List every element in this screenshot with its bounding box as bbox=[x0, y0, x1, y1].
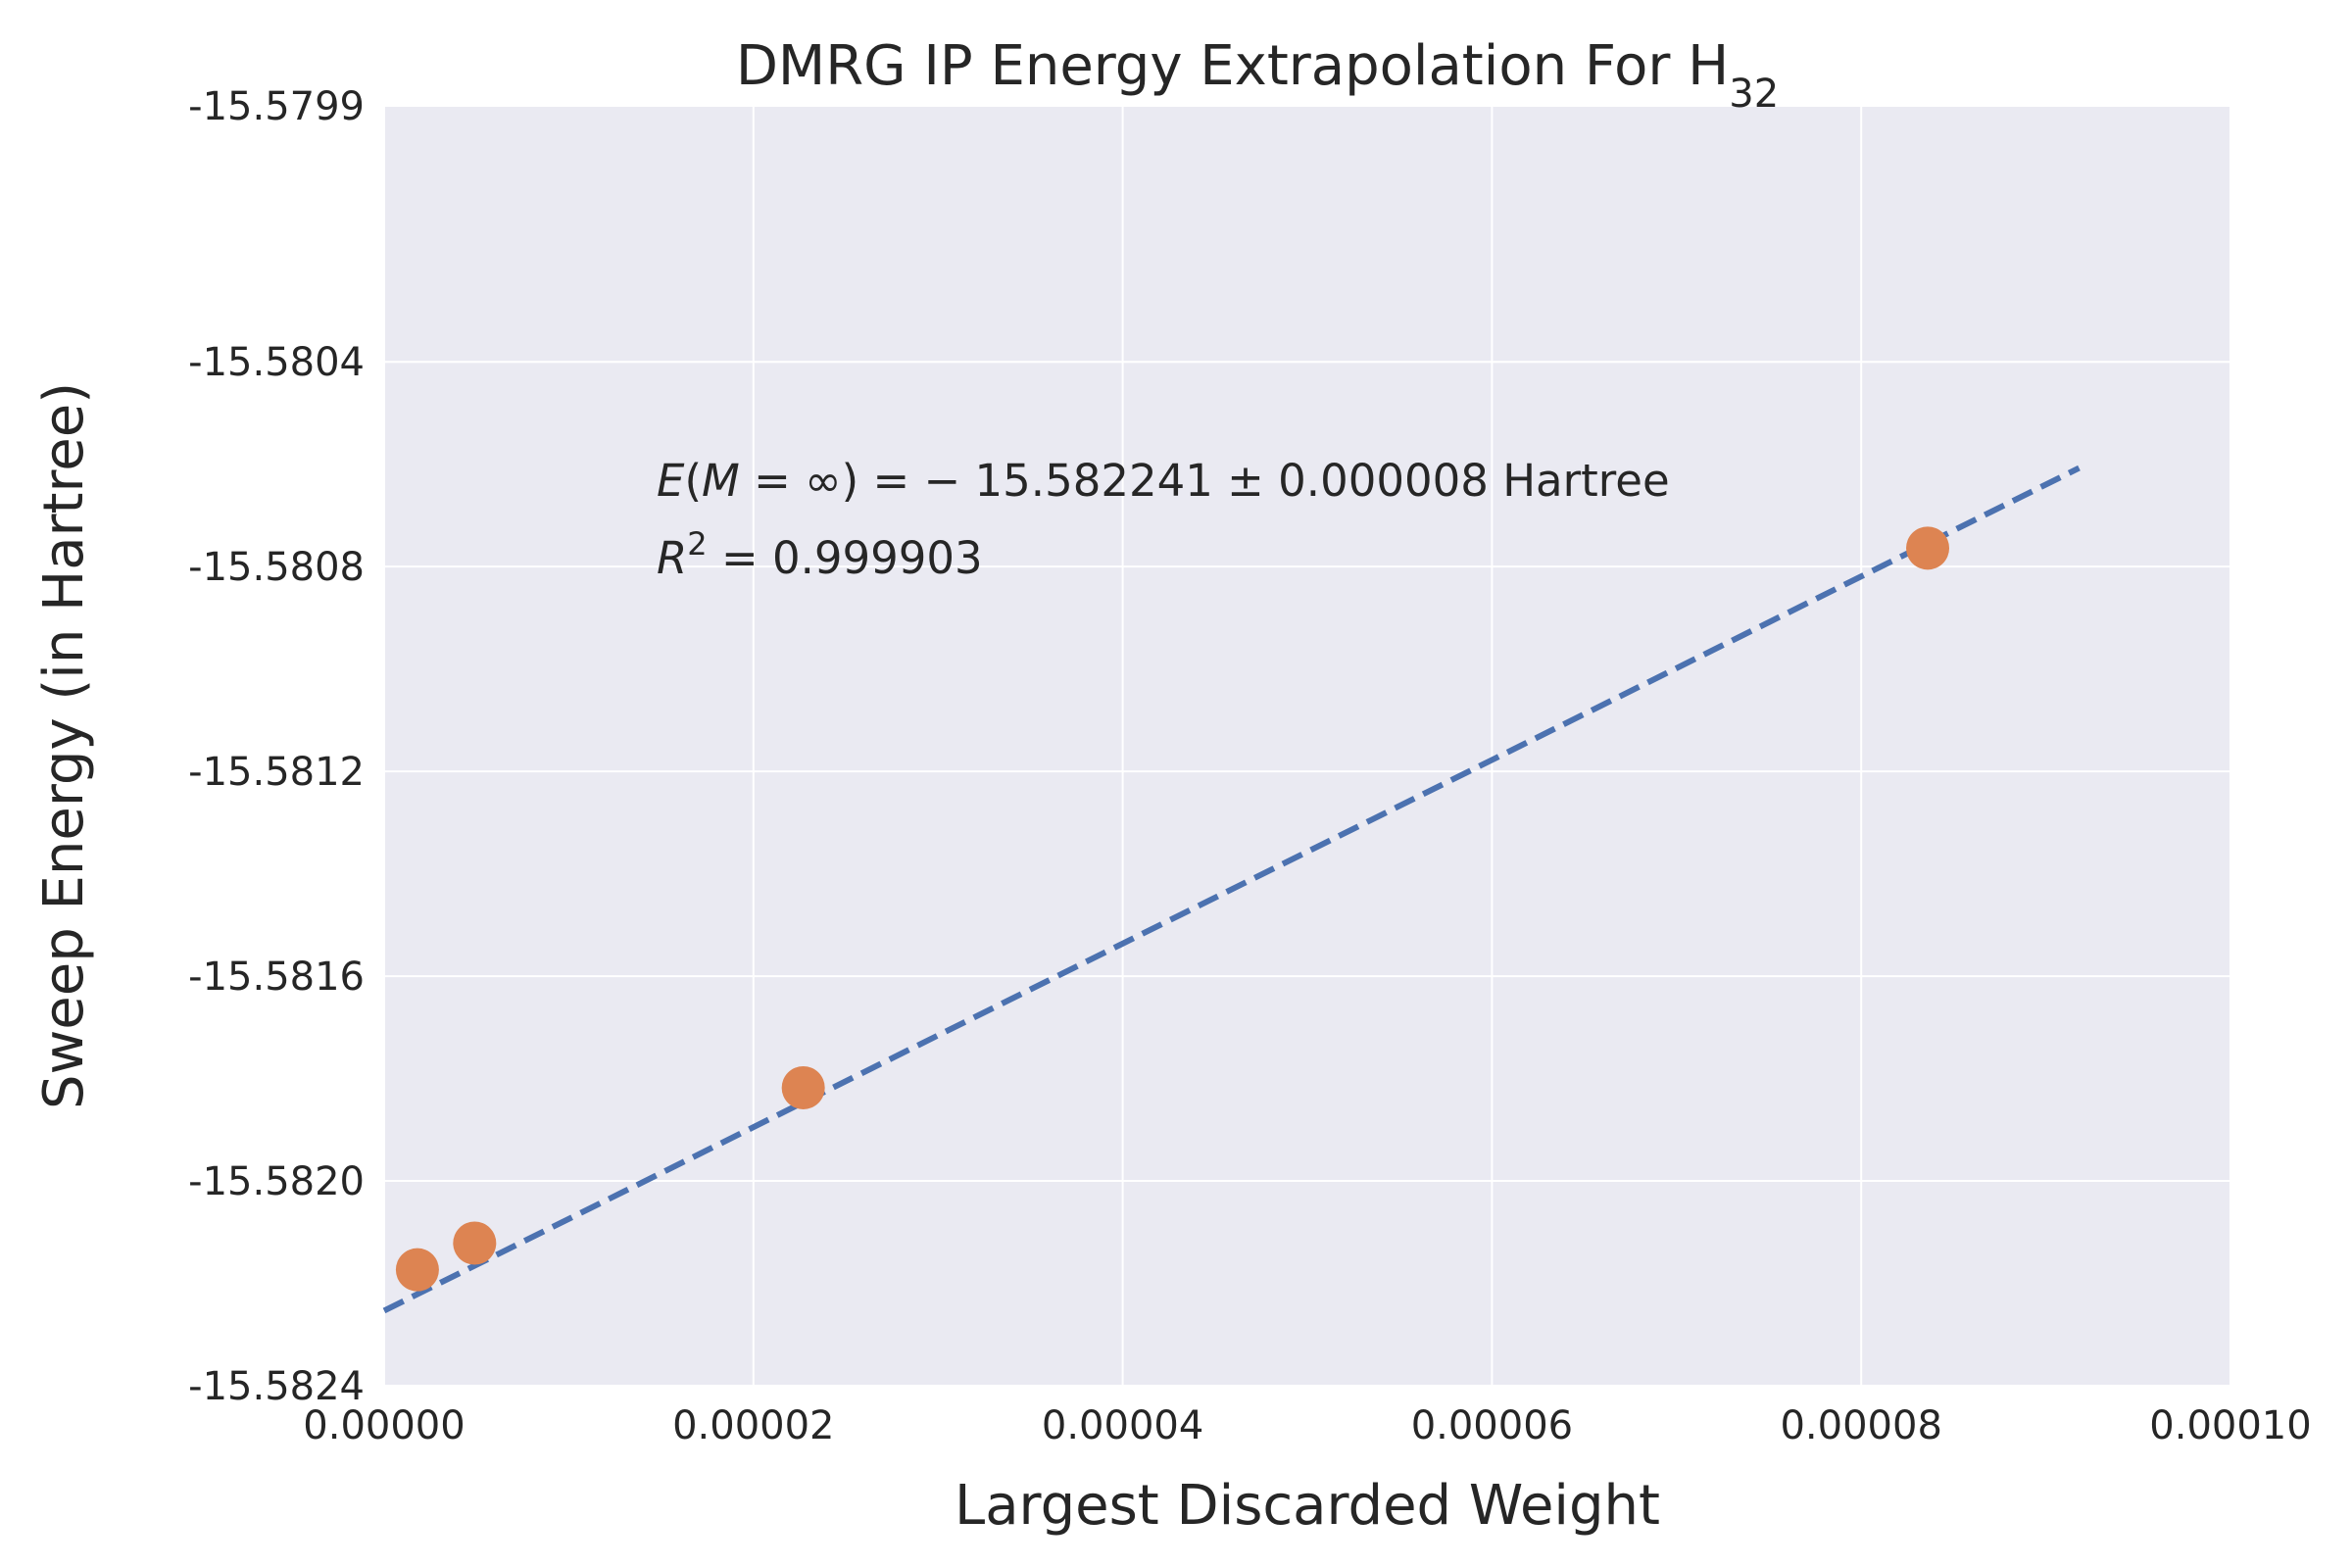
x-axis-title: Largest Discarded Weight bbox=[955, 1474, 1660, 1538]
y-axis-title: Sweep Energy (in Hartree) bbox=[32, 382, 96, 1109]
y-tick-label: -15.5816 bbox=[188, 955, 365, 1000]
x-tick-label: 0.00000 bbox=[303, 1403, 465, 1448]
x-tick-label: 0.00010 bbox=[2149, 1403, 2311, 1448]
x-tick-label: 0.00006 bbox=[1411, 1403, 1573, 1448]
y-tick-label: -15.5824 bbox=[188, 1364, 365, 1409]
data-point bbox=[1906, 526, 1950, 570]
y-tick-label: -15.5808 bbox=[188, 545, 365, 590]
fit-equation-annotation: E(M = ∞) = − 15.582241 ± 0.000008 Hartre… bbox=[657, 455, 1670, 507]
grid bbox=[383, 105, 2231, 1387]
r-squared-annotation: R2 = 0.999903 bbox=[657, 525, 983, 584]
series bbox=[382, 465, 2081, 1314]
tick-labels: 0.00000 0.00002 0.00004 0.00006 0.00008 0.000… bbox=[188, 84, 2312, 1448]
data-point bbox=[395, 1248, 439, 1292]
y-tick-label: -15.5820 bbox=[188, 1159, 365, 1204]
y-tick-label: -15.5812 bbox=[188, 750, 365, 795]
data-point bbox=[453, 1221, 497, 1265]
x-tick-label: 0.00002 bbox=[672, 1403, 834, 1448]
x-tick-label: 0.00008 bbox=[1780, 1403, 1941, 1448]
plot-area bbox=[384, 106, 2230, 1386]
data-point bbox=[781, 1065, 825, 1109]
chart-title-subscript: 32 bbox=[1729, 72, 1779, 117]
y-tick-label: -15.5799 bbox=[188, 84, 365, 129]
y-tick-label: -15.5804 bbox=[188, 340, 365, 385]
x-tick-label: 0.00004 bbox=[1042, 1403, 1203, 1448]
fit-line bbox=[382, 465, 2081, 1314]
chart-title: DMRG IP Energy Extrapolation For H32 bbox=[736, 34, 1779, 117]
